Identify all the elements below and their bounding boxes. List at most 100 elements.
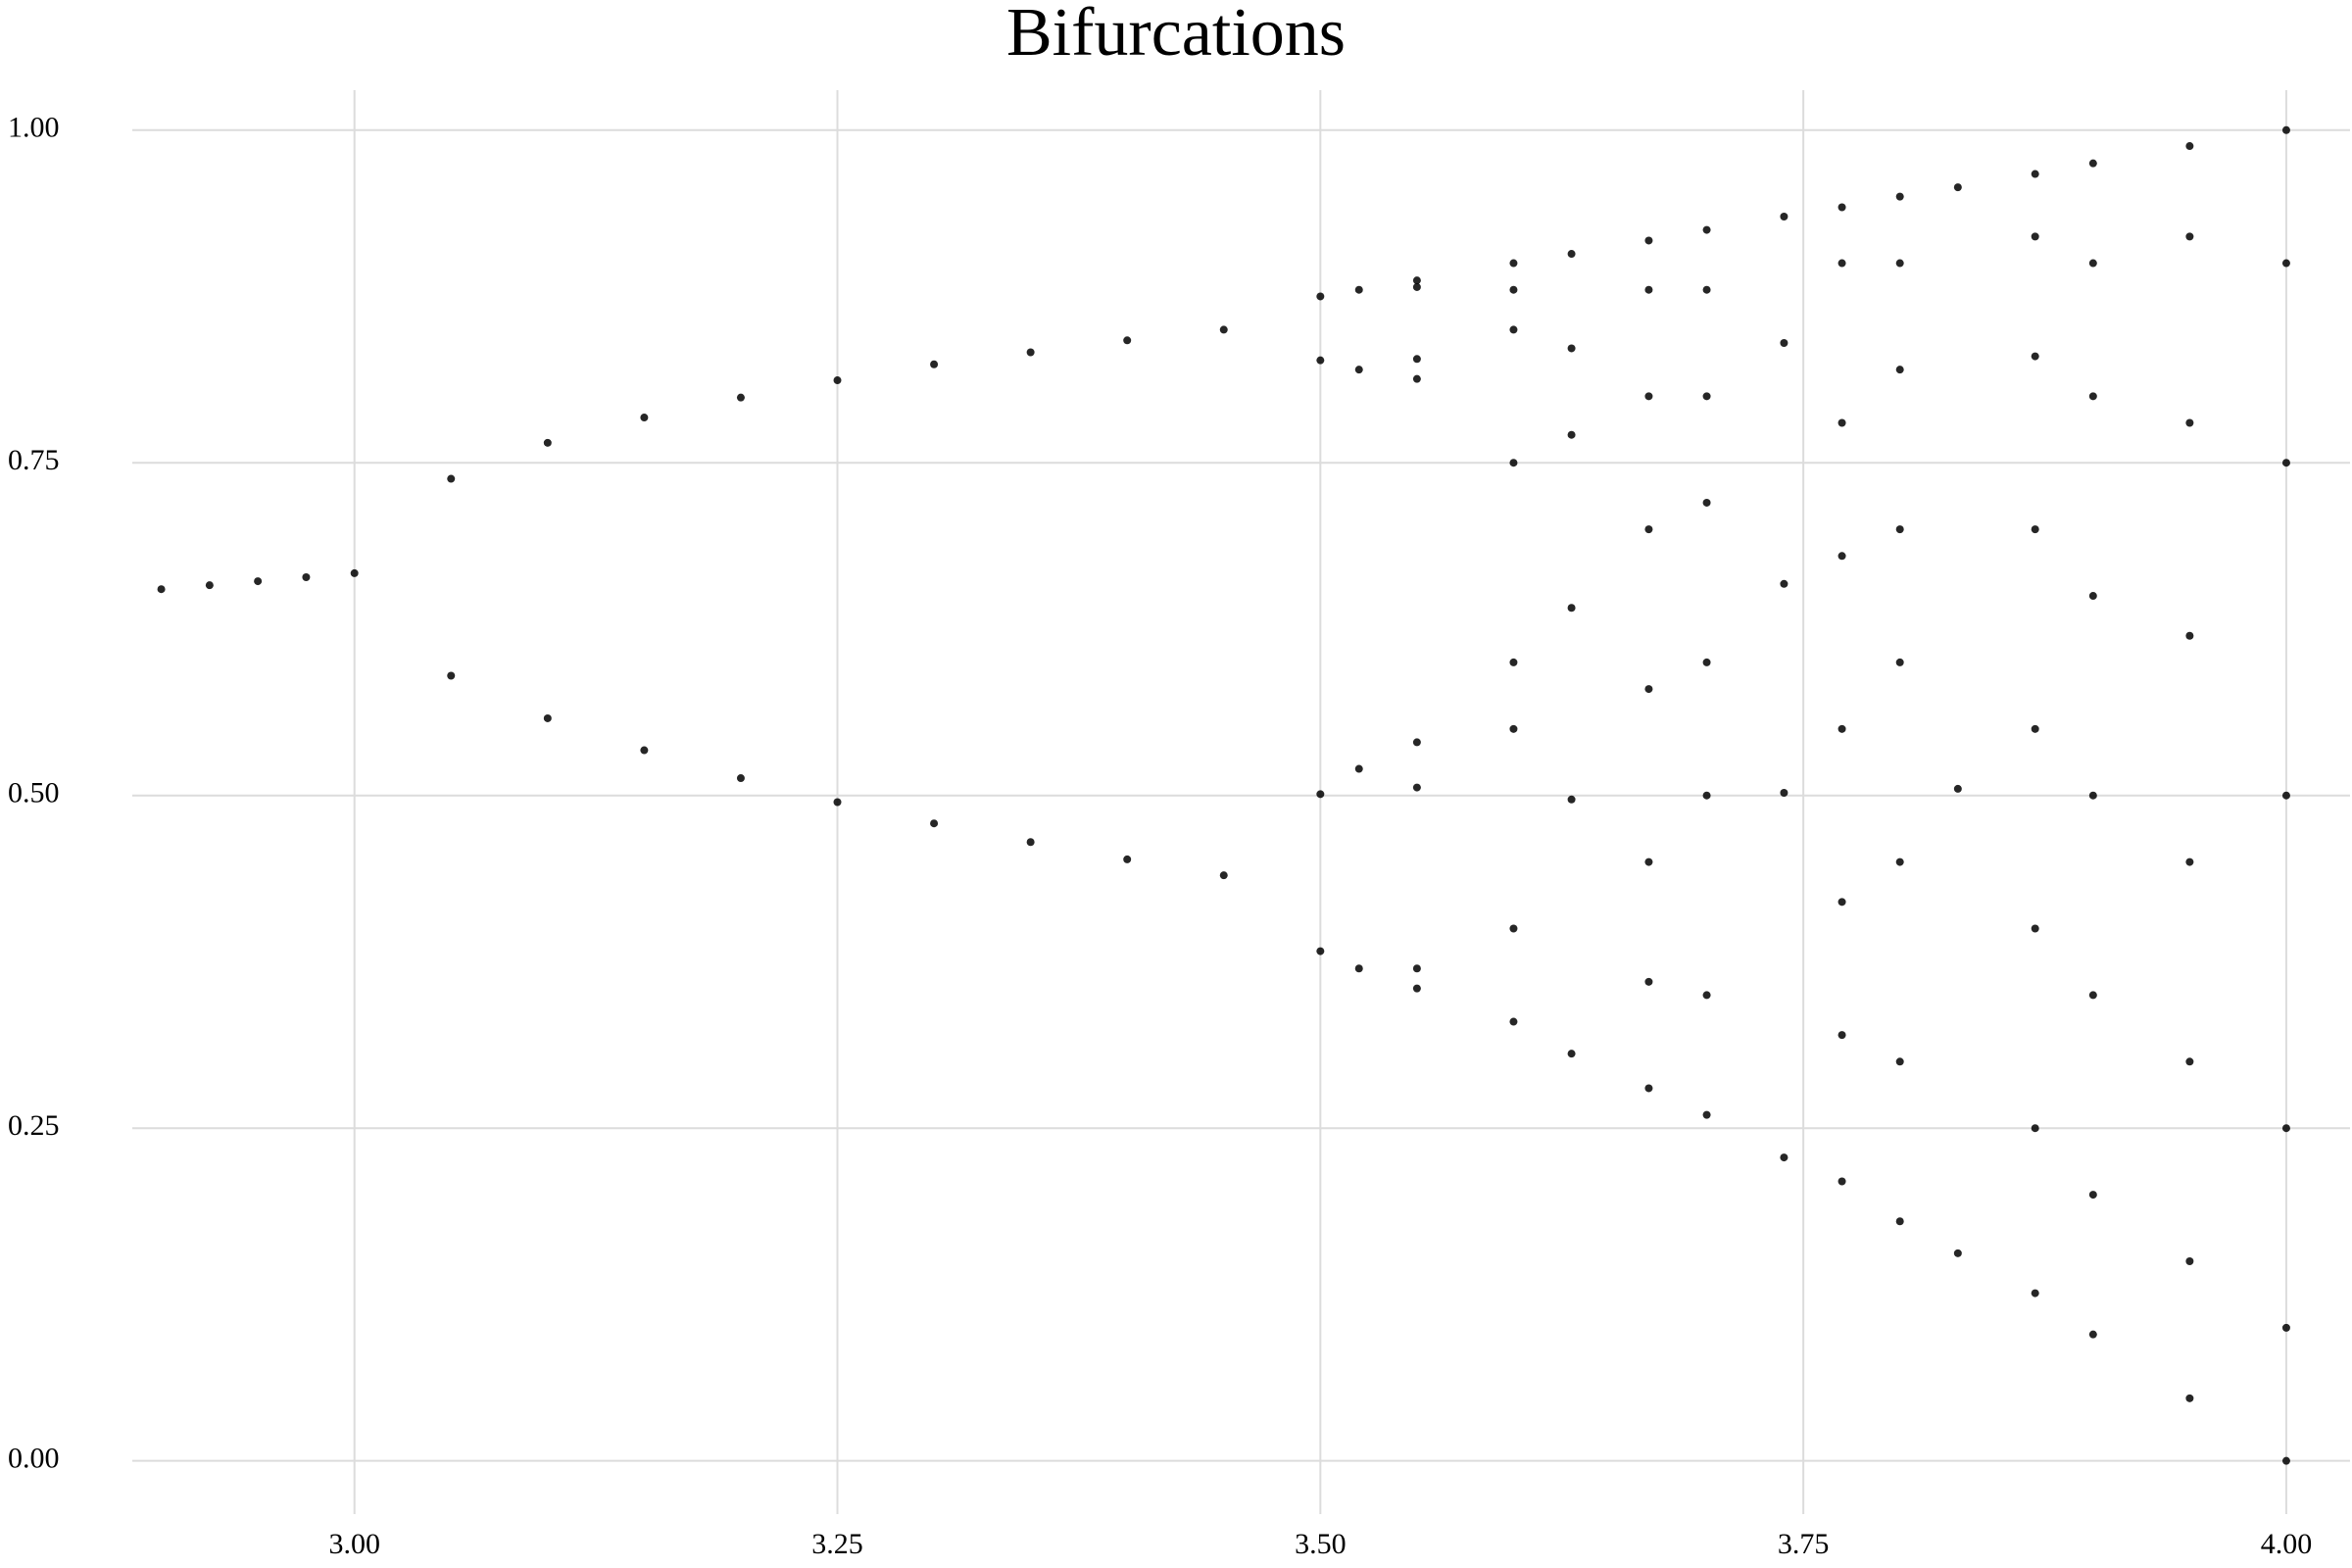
point xyxy=(447,474,456,483)
y-tick-label: 1.00 xyxy=(8,112,60,144)
grid xyxy=(132,90,2350,1514)
point xyxy=(1026,838,1035,847)
point xyxy=(2281,259,2290,268)
point xyxy=(640,746,649,755)
point xyxy=(1412,738,1421,747)
point xyxy=(2031,924,2039,933)
point xyxy=(1316,947,1325,956)
point xyxy=(1509,658,1518,666)
point xyxy=(1895,658,1904,666)
point xyxy=(1412,355,1421,364)
point xyxy=(1316,790,1325,799)
y-tick-label: 0.50 xyxy=(8,777,60,809)
point xyxy=(1838,418,1846,427)
point xyxy=(1780,579,1788,588)
point xyxy=(1644,858,1653,866)
point xyxy=(1702,392,1711,401)
point xyxy=(1895,259,1904,268)
point xyxy=(1509,924,1518,933)
point xyxy=(1838,259,1846,268)
point xyxy=(1702,991,1711,1000)
point xyxy=(205,581,214,590)
point xyxy=(1412,984,1421,993)
point xyxy=(543,713,552,722)
point xyxy=(2088,592,2097,601)
point xyxy=(1953,1249,1962,1257)
point xyxy=(833,798,842,807)
point xyxy=(2088,259,2097,268)
point xyxy=(1509,724,1518,733)
point xyxy=(1895,1057,1904,1066)
point xyxy=(1509,459,1518,467)
point xyxy=(1702,498,1711,507)
point xyxy=(1895,192,1904,201)
point xyxy=(254,577,263,586)
point xyxy=(1412,964,1421,973)
point xyxy=(736,393,745,402)
point xyxy=(1780,788,1788,797)
point xyxy=(1567,795,1576,804)
point xyxy=(640,414,649,422)
point xyxy=(1509,285,1518,294)
point xyxy=(2088,791,2097,800)
point xyxy=(2281,1456,2290,1465)
point xyxy=(2031,525,2039,534)
point xyxy=(447,671,456,680)
point xyxy=(1644,685,1653,694)
point xyxy=(1567,1050,1576,1058)
point xyxy=(1567,250,1576,259)
point xyxy=(302,573,311,582)
point xyxy=(1644,236,1653,245)
point xyxy=(1354,366,1363,374)
point xyxy=(1316,356,1325,365)
point xyxy=(157,585,166,594)
point xyxy=(2281,1323,2290,1332)
point xyxy=(1895,525,1904,534)
point xyxy=(2185,1394,2194,1402)
point xyxy=(2281,125,2290,134)
x-tick-label: 3.00 xyxy=(328,1528,380,1560)
point xyxy=(1838,1177,1846,1186)
x-tick-label: 3.75 xyxy=(1778,1528,1830,1560)
point xyxy=(1567,344,1576,353)
point xyxy=(2031,1124,2039,1133)
point xyxy=(1838,552,1846,561)
point xyxy=(2281,791,2290,800)
point xyxy=(2185,858,2194,866)
point xyxy=(1412,276,1421,285)
point xyxy=(543,438,552,447)
x-tick-label: 4.00 xyxy=(2261,1528,2313,1560)
point xyxy=(833,376,842,385)
y-tick-label: 0.75 xyxy=(8,444,60,476)
point xyxy=(1644,977,1653,986)
point xyxy=(1702,285,1711,294)
point xyxy=(1780,213,1788,221)
point xyxy=(2088,392,2097,401)
point xyxy=(1644,285,1653,294)
point xyxy=(1412,783,1421,792)
point xyxy=(2031,170,2039,178)
point xyxy=(1838,203,1846,212)
point xyxy=(2031,724,2039,733)
point xyxy=(1567,604,1576,612)
point xyxy=(1123,855,1132,863)
point xyxy=(2088,991,2097,1000)
point xyxy=(1953,183,1962,192)
chart-title: Bifurcations xyxy=(1006,0,1346,71)
point xyxy=(1702,791,1711,800)
point xyxy=(1316,292,1325,301)
point xyxy=(2281,459,2290,467)
point xyxy=(2031,352,2039,361)
point xyxy=(1123,336,1132,345)
point xyxy=(1354,964,1363,973)
point xyxy=(2031,232,2039,241)
point xyxy=(736,774,745,783)
point xyxy=(1895,1217,1904,1226)
point xyxy=(2185,232,2194,241)
point xyxy=(1895,858,1904,866)
point xyxy=(1412,282,1421,291)
point xyxy=(1509,1017,1518,1026)
point xyxy=(930,360,939,368)
point xyxy=(2281,1124,2290,1133)
point xyxy=(1702,225,1711,234)
